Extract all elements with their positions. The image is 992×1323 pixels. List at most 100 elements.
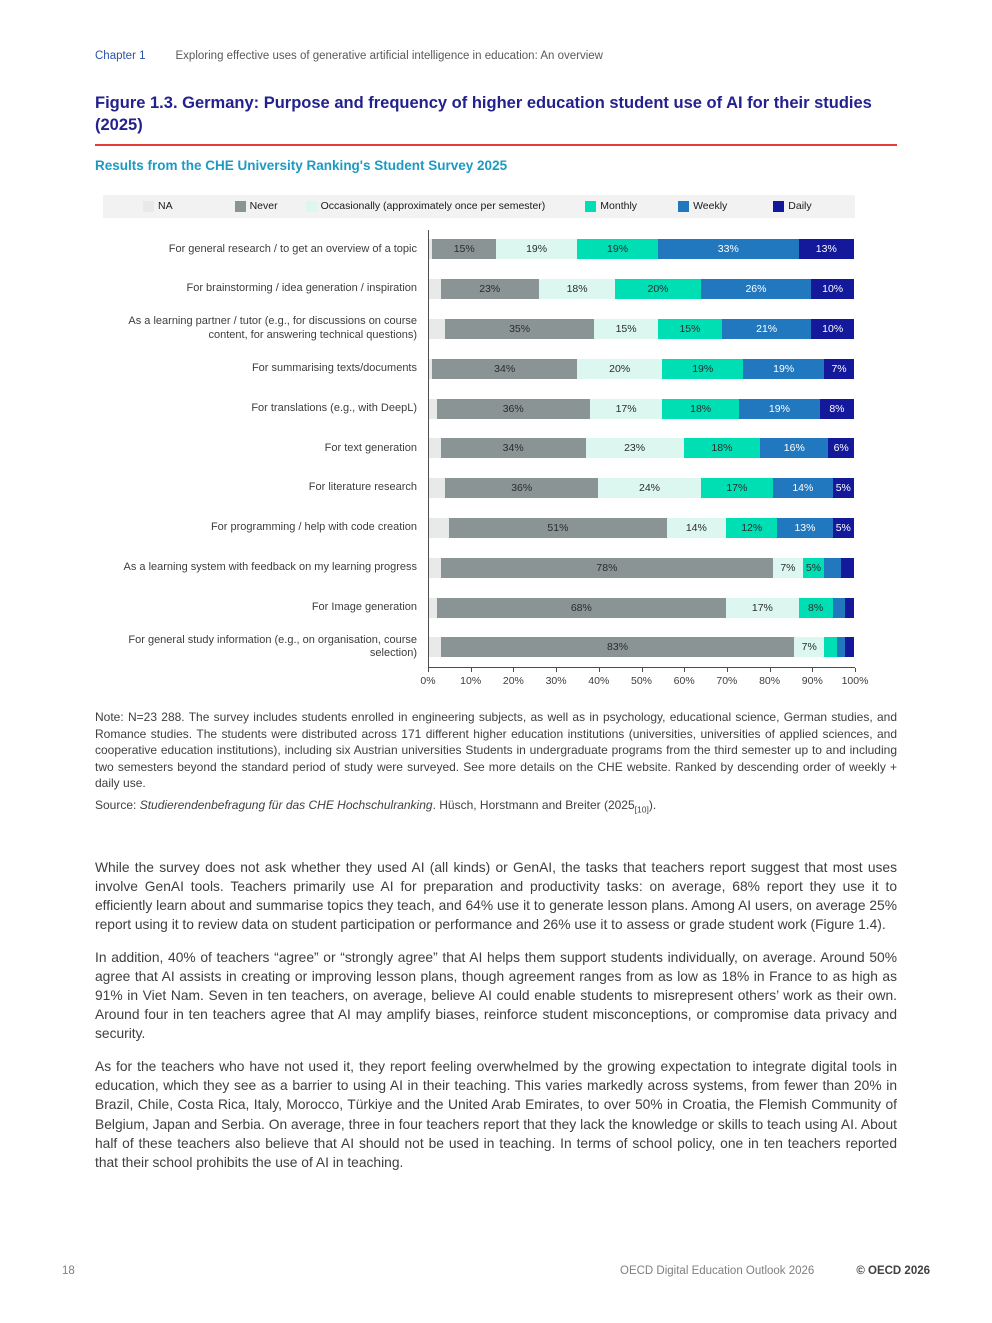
bar-track: 34% 20% 19% 19% 7%	[428, 358, 854, 379]
bar-segment: 13%	[798, 239, 854, 260]
bar-segment: 8%	[819, 398, 854, 419]
figure-source: Source: Studierendenbefragung für das CH…	[95, 797, 897, 816]
bar-segment: 34%	[432, 358, 578, 379]
bar-track: 34% 23% 18% 16% 6%	[428, 438, 854, 459]
bar-segment: 36%	[445, 478, 599, 499]
bar-segment: 21%	[721, 319, 812, 340]
bar-segment	[428, 319, 446, 340]
bar-segment: 14%	[773, 478, 833, 499]
category-label: For literature research	[308, 481, 417, 494]
figure-note: Note: N=23 288. The survey includes stud…	[95, 710, 897, 791]
bar-segment: 24%	[598, 478, 701, 499]
x-axis-tick-label: 40%	[588, 675, 610, 688]
category-label: For general research / to get an overvie…	[168, 242, 417, 255]
bar-segment: 6%	[828, 438, 854, 459]
x-axis-tick	[812, 668, 814, 673]
chart-legend: NA Never Occasionally (approximately once …	[103, 194, 855, 218]
bar-segment: 7%	[773, 557, 803, 578]
bar-segment: 36%	[436, 398, 590, 419]
bar-segment: 5%	[832, 478, 854, 499]
legend-swatch-icon	[305, 200, 317, 212]
legend-item: Weekly	[678, 200, 727, 212]
body-text: While the survey does not ask whether th…	[95, 858, 897, 1171]
paragraph: As for the teachers who have not used it…	[95, 1059, 897, 1170]
legend-swatch-icon	[143, 200, 154, 212]
source-label: Source:	[95, 798, 140, 813]
x-axis-tick	[641, 668, 643, 673]
legend-label: Never	[249, 200, 278, 213]
x-axis-tick	[855, 668, 856, 673]
bar-track: 35% 15% 15% 21% 10%	[428, 319, 854, 340]
bar-segment: 8%	[798, 597, 833, 618]
chapter-title: Exploring effective uses of generative a…	[175, 50, 603, 62]
legend-item: Never	[234, 200, 278, 213]
x-axis-tick-label: 80%	[759, 675, 781, 688]
bar-segment: 10%	[811, 279, 854, 300]
chart-row: For translations (e.g., with DeepL) 36% 17…	[95, 389, 897, 429]
chart-row: As a learning system with feedback on my…	[95, 548, 897, 588]
source-end: ).	[648, 798, 657, 813]
bar-segment: 20%	[577, 358, 663, 379]
bar-segment: 17%	[700, 478, 774, 499]
bar-track: 36% 24% 17% 14% 5%	[428, 478, 854, 499]
bar-track: 36% 17% 18% 19% 8%	[428, 398, 854, 419]
legend-swatch-icon	[585, 200, 597, 212]
chart-row: For general study information (e.g., on …	[95, 628, 897, 668]
x-axis-tick-label: 70%	[716, 675, 738, 688]
bar-segment: 18%	[683, 438, 761, 459]
publication-title: OECD Digital Education Outlook 2026	[620, 1265, 815, 1277]
bar-segment: 19%	[496, 239, 578, 260]
category-label: For text generation	[324, 441, 417, 454]
bar-segment: 33%	[658, 239, 799, 260]
bar-segment: 10%	[811, 319, 854, 340]
category-label: For translations (e.g., with DeepL)	[251, 401, 417, 414]
bar-segment: 35%	[445, 319, 595, 340]
x-axis-tick-label: 100%	[841, 675, 869, 688]
page-number: 18	[62, 1265, 75, 1277]
legend-label: Monthly	[600, 200, 638, 213]
chart-row: For summarising texts/documents 34% 20% 19%…	[95, 349, 897, 389]
x-axis-tick	[769, 668, 771, 673]
category-label: For summarising texts/documents	[251, 361, 417, 374]
paragraph: While the survey does not ask whether th…	[95, 860, 897, 933]
bar-segment	[428, 239, 433, 260]
bar-track: 78% 7% 5%	[428, 557, 854, 578]
chart-row: For programming / help with code creatio…	[95, 508, 897, 548]
chart-row: For literature research 36% 24% 17% 14% 5%	[95, 468, 897, 508]
stacked-bar-chart: For general research / to get an overvie…	[95, 229, 897, 696]
bar-segment	[428, 637, 441, 658]
legend-label: Occasionally (approximately once per sem…	[320, 200, 546, 213]
x-axis-tick-label: 90%	[801, 675, 823, 688]
bar-segment	[428, 518, 450, 538]
bar-segment: 19%	[577, 239, 659, 260]
bar-segment: 14%	[666, 518, 727, 538]
bar-segment	[428, 478, 446, 499]
bar-track: 51% 14% 12% 13% 5%	[428, 518, 854, 538]
legend-swatch-icon	[678, 200, 690, 212]
bar-track: 68% 17% 8%	[428, 597, 854, 618]
running-header: Chapter 1 Exploring effective uses of ge…	[95, 50, 897, 62]
paragraph: In addition, 40% of teachers “agree” or …	[95, 950, 897, 1042]
bar-track: 83% 7%	[428, 637, 854, 658]
bar-segment	[845, 597, 854, 618]
category-label: For general study information (e.g., on …	[128, 633, 417, 660]
legend-label: Daily	[788, 200, 812, 213]
figure-subtitle: Results from the CHE University Ranking'…	[95, 157, 508, 173]
category-label: For Image generation	[311, 600, 417, 613]
copyright-notice: © OECD 2026	[856, 1265, 930, 1277]
chart-row: For general research / to get an overvie…	[95, 230, 897, 270]
chart-row: For brainstorming / idea generation / in…	[95, 269, 897, 309]
bar-segment: 18%	[538, 279, 616, 300]
legend-label: Weekly	[693, 200, 728, 213]
page-footer: 18 OECD Digital Education Outlook 2026 ©…	[62, 1265, 930, 1277]
chart-rows: For general research / to get an overvie…	[95, 229, 897, 668]
bar-segment: 7%	[824, 358, 854, 379]
bar-segment: 18%	[662, 398, 739, 419]
chart-row: For text generation 34% 23% 18% 16% 6%	[95, 429, 897, 469]
bar-segment	[836, 637, 846, 658]
bar-segment	[832, 597, 846, 618]
bar-segment: 26%	[700, 279, 812, 300]
bar-segment	[428, 358, 433, 379]
bar-track: 23% 18% 20% 26% 10%	[428, 279, 854, 300]
bar-segment: 20%	[615, 279, 701, 300]
